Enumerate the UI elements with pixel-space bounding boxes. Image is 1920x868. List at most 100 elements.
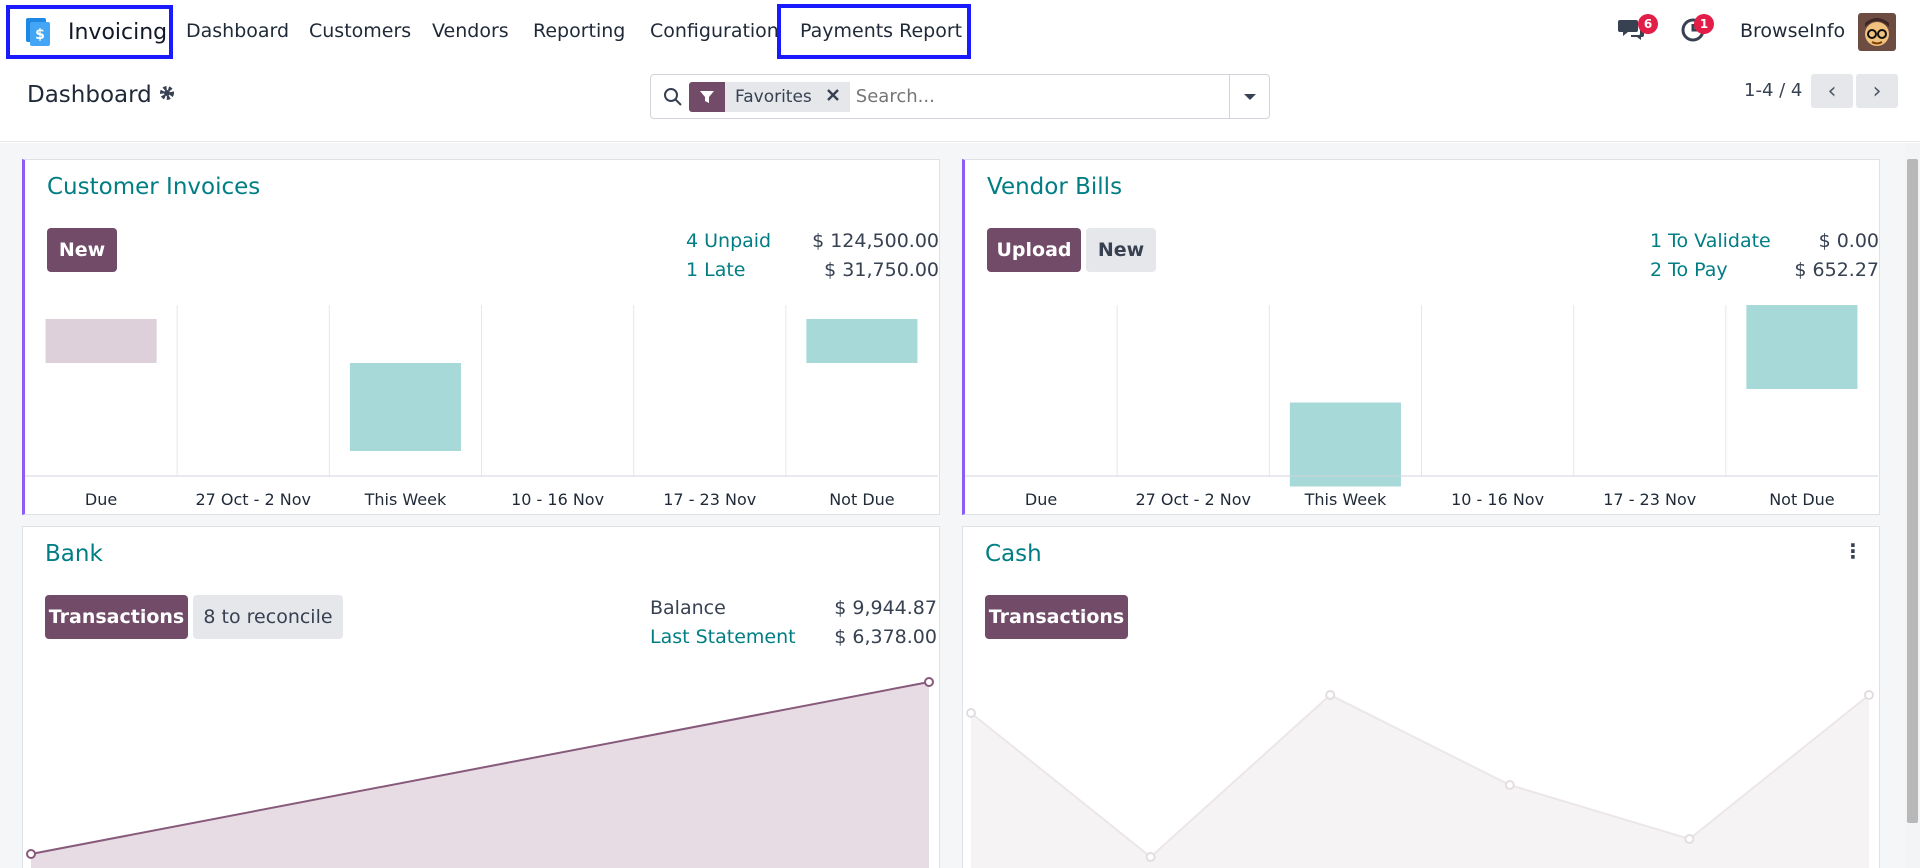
chart-tick-label: 10 - 16 Nov [511, 490, 604, 509]
chart-tick-label: Not Due [829, 490, 894, 509]
chart-tick-label: 17 - 23 Nov [1603, 490, 1696, 509]
chart-tick-label: 27 Oct - 2 Nov [1135, 490, 1251, 509]
to-pay-amount: $ 652.27 [1794, 259, 1879, 281]
pager-value[interactable]: 1-4 / 4 [1744, 80, 1803, 101]
card-vendor-bills: Vendor Bills Upload New 1 To Validate $ … [962, 159, 1880, 515]
dashboard-content: Customer Invoices New 4 Unpaid $ 124,500… [0, 143, 1905, 868]
chart-line [30, 681, 930, 855]
chart-line [970, 693, 1870, 859]
caret-down-icon [1243, 93, 1256, 100]
card-cash: Cash ⋮ Transactions [962, 526, 1880, 868]
chart-tick-label: Not Due [1769, 490, 1834, 509]
vendor-bills-chart[interactable]: Due 27 Oct - 2 Nov This Week 10 - 16 Nov 17 … [965, 160, 1880, 515]
menu-configuration[interactable]: Configuration [650, 20, 779, 42]
chart-point [924, 677, 934, 687]
new-bill-button[interactable]: New [1086, 228, 1156, 272]
balance-label: Balance [650, 597, 726, 619]
more-options-icon[interactable]: ⋮ [1843, 539, 1863, 563]
app-brand[interactable]: $ Invoicing [6, 5, 173, 59]
invoicing-logo-icon: $ [24, 18, 50, 46]
chart-area [31, 682, 929, 868]
menu-dashboard[interactable]: Dashboard [186, 20, 290, 42]
chart-point [1145, 852, 1156, 862]
gear-icon[interactable] [158, 82, 176, 108]
chart-tick-label: This Week [1304, 490, 1387, 509]
chart-point [26, 849, 36, 859]
main-scrollbar[interactable] [1905, 143, 1920, 868]
chart-tick-label: Due [85, 490, 117, 509]
messages-count-badge: 6 [1638, 14, 1658, 34]
activities-count-badge: 1 [1694, 14, 1714, 34]
late-amount: $ 31,750.00 [824, 259, 939, 281]
menu-vendors[interactable]: Vendors [432, 20, 509, 42]
chart-tick-label: 27 Oct - 2 Nov [195, 490, 311, 509]
menu-customers[interactable]: Customers [309, 20, 412, 42]
chart-point [966, 708, 976, 718]
payments-report-highlight [777, 4, 971, 59]
search-input[interactable] [855, 86, 1206, 107]
card-customer-invoices: Customer Invoices New 4 Unpaid $ 124,500… [22, 159, 940, 515]
chart-point [1504, 780, 1515, 790]
messages-button[interactable]: 6 [1618, 14, 1658, 46]
reconcile-button[interactable]: 8 to reconcile [193, 595, 343, 639]
card-title[interactable]: Bank [45, 541, 103, 567]
chart-point [1864, 690, 1874, 700]
search-facet-favorites: Favorites [689, 81, 850, 112]
cash-transactions-button[interactable]: Transactions [985, 595, 1128, 639]
unpaid-link[interactable]: 4 Unpaid [686, 230, 772, 252]
card-title[interactable]: Customer Invoices [47, 174, 261, 200]
to-validate-link[interactable]: 1 To Validate [1650, 230, 1771, 252]
chart-area [971, 695, 1869, 868]
breadcrumb: Dashboard [27, 82, 176, 108]
chart-bar [45, 319, 157, 363]
scrollbar-thumb[interactable] [1907, 159, 1918, 823]
page-title: Dashboard [27, 82, 152, 108]
svg-text:$: $ [35, 27, 45, 43]
pager-previous-button[interactable]: ‹ [1811, 74, 1853, 108]
chevron-left-icon: ‹ [1827, 78, 1837, 104]
activities-button[interactable]: 1 [1680, 14, 1714, 46]
last-statement-amount: $ 6,378.00 [834, 626, 937, 648]
bank-balance-chart[interactable] [23, 527, 940, 868]
card-title[interactable]: Vendor Bills [987, 174, 1123, 200]
new-invoice-button[interactable]: New [47, 228, 117, 272]
to-validate-amount: $ 0.00 [1818, 230, 1879, 252]
chart-tick-label: 10 - 16 Nov [1451, 490, 1544, 509]
chart-point [1325, 690, 1336, 700]
chart-tick-label: 17 - 23 Nov [663, 490, 756, 509]
user-avatar[interactable] [1858, 13, 1896, 55]
menu-payments-report[interactable]: Payments Report [800, 20, 963, 42]
chart-tick-label: Due [1025, 490, 1057, 509]
bank-transactions-button[interactable]: Transactions [45, 595, 188, 639]
avatar-image-icon [1858, 13, 1896, 51]
company-switcher[interactable]: BrowseInfo [1740, 20, 1846, 42]
chart-bar [349, 363, 461, 451]
chevron-right-icon: › [1872, 78, 1882, 104]
cash-balance-chart[interactable] [963, 527, 1880, 868]
balance-amount: $ 9,944.87 [834, 597, 937, 619]
chart-point [1684, 834, 1695, 844]
search-options-toggle[interactable] [1229, 75, 1269, 118]
unpaid-amount: $ 124,500.00 [812, 230, 939, 252]
chart-bar [806, 319, 918, 363]
pager-next-button[interactable]: › [1856, 74, 1898, 108]
customer-invoices-chart[interactable]: Due 27 Oct - 2 Nov This Week 10 - 16 Nov 17 … [25, 160, 940, 515]
card-title[interactable]: Cash [985, 541, 1042, 567]
chart-bar [1289, 402, 1401, 487]
filter-icon [689, 81, 725, 112]
facet-label: Favorites [735, 86, 812, 107]
upload-bill-button[interactable]: Upload [987, 228, 1081, 272]
to-pay-link[interactable]: 2 To Pay [1650, 259, 1728, 281]
late-link[interactable]: 1 Late [686, 259, 746, 281]
close-icon[interactable] [826, 87, 840, 107]
chart-tick-label: This Week [364, 490, 447, 509]
control-panel: Dashboard Favorites 1- [0, 62, 1920, 142]
search-icon[interactable] [663, 87, 683, 107]
top-navbar: $ Invoicing Dashboard Customers Vendors … [0, 0, 1920, 62]
app-name: Invoicing [68, 19, 168, 45]
menu-reporting[interactable]: Reporting [533, 20, 626, 42]
search-bar: Favorites [650, 74, 1270, 119]
chart-bar [1746, 305, 1858, 389]
card-bank: Bank Transactions 8 to reconcile Balance… [22, 526, 940, 868]
last-statement-link[interactable]: Last Statement [650, 626, 796, 648]
